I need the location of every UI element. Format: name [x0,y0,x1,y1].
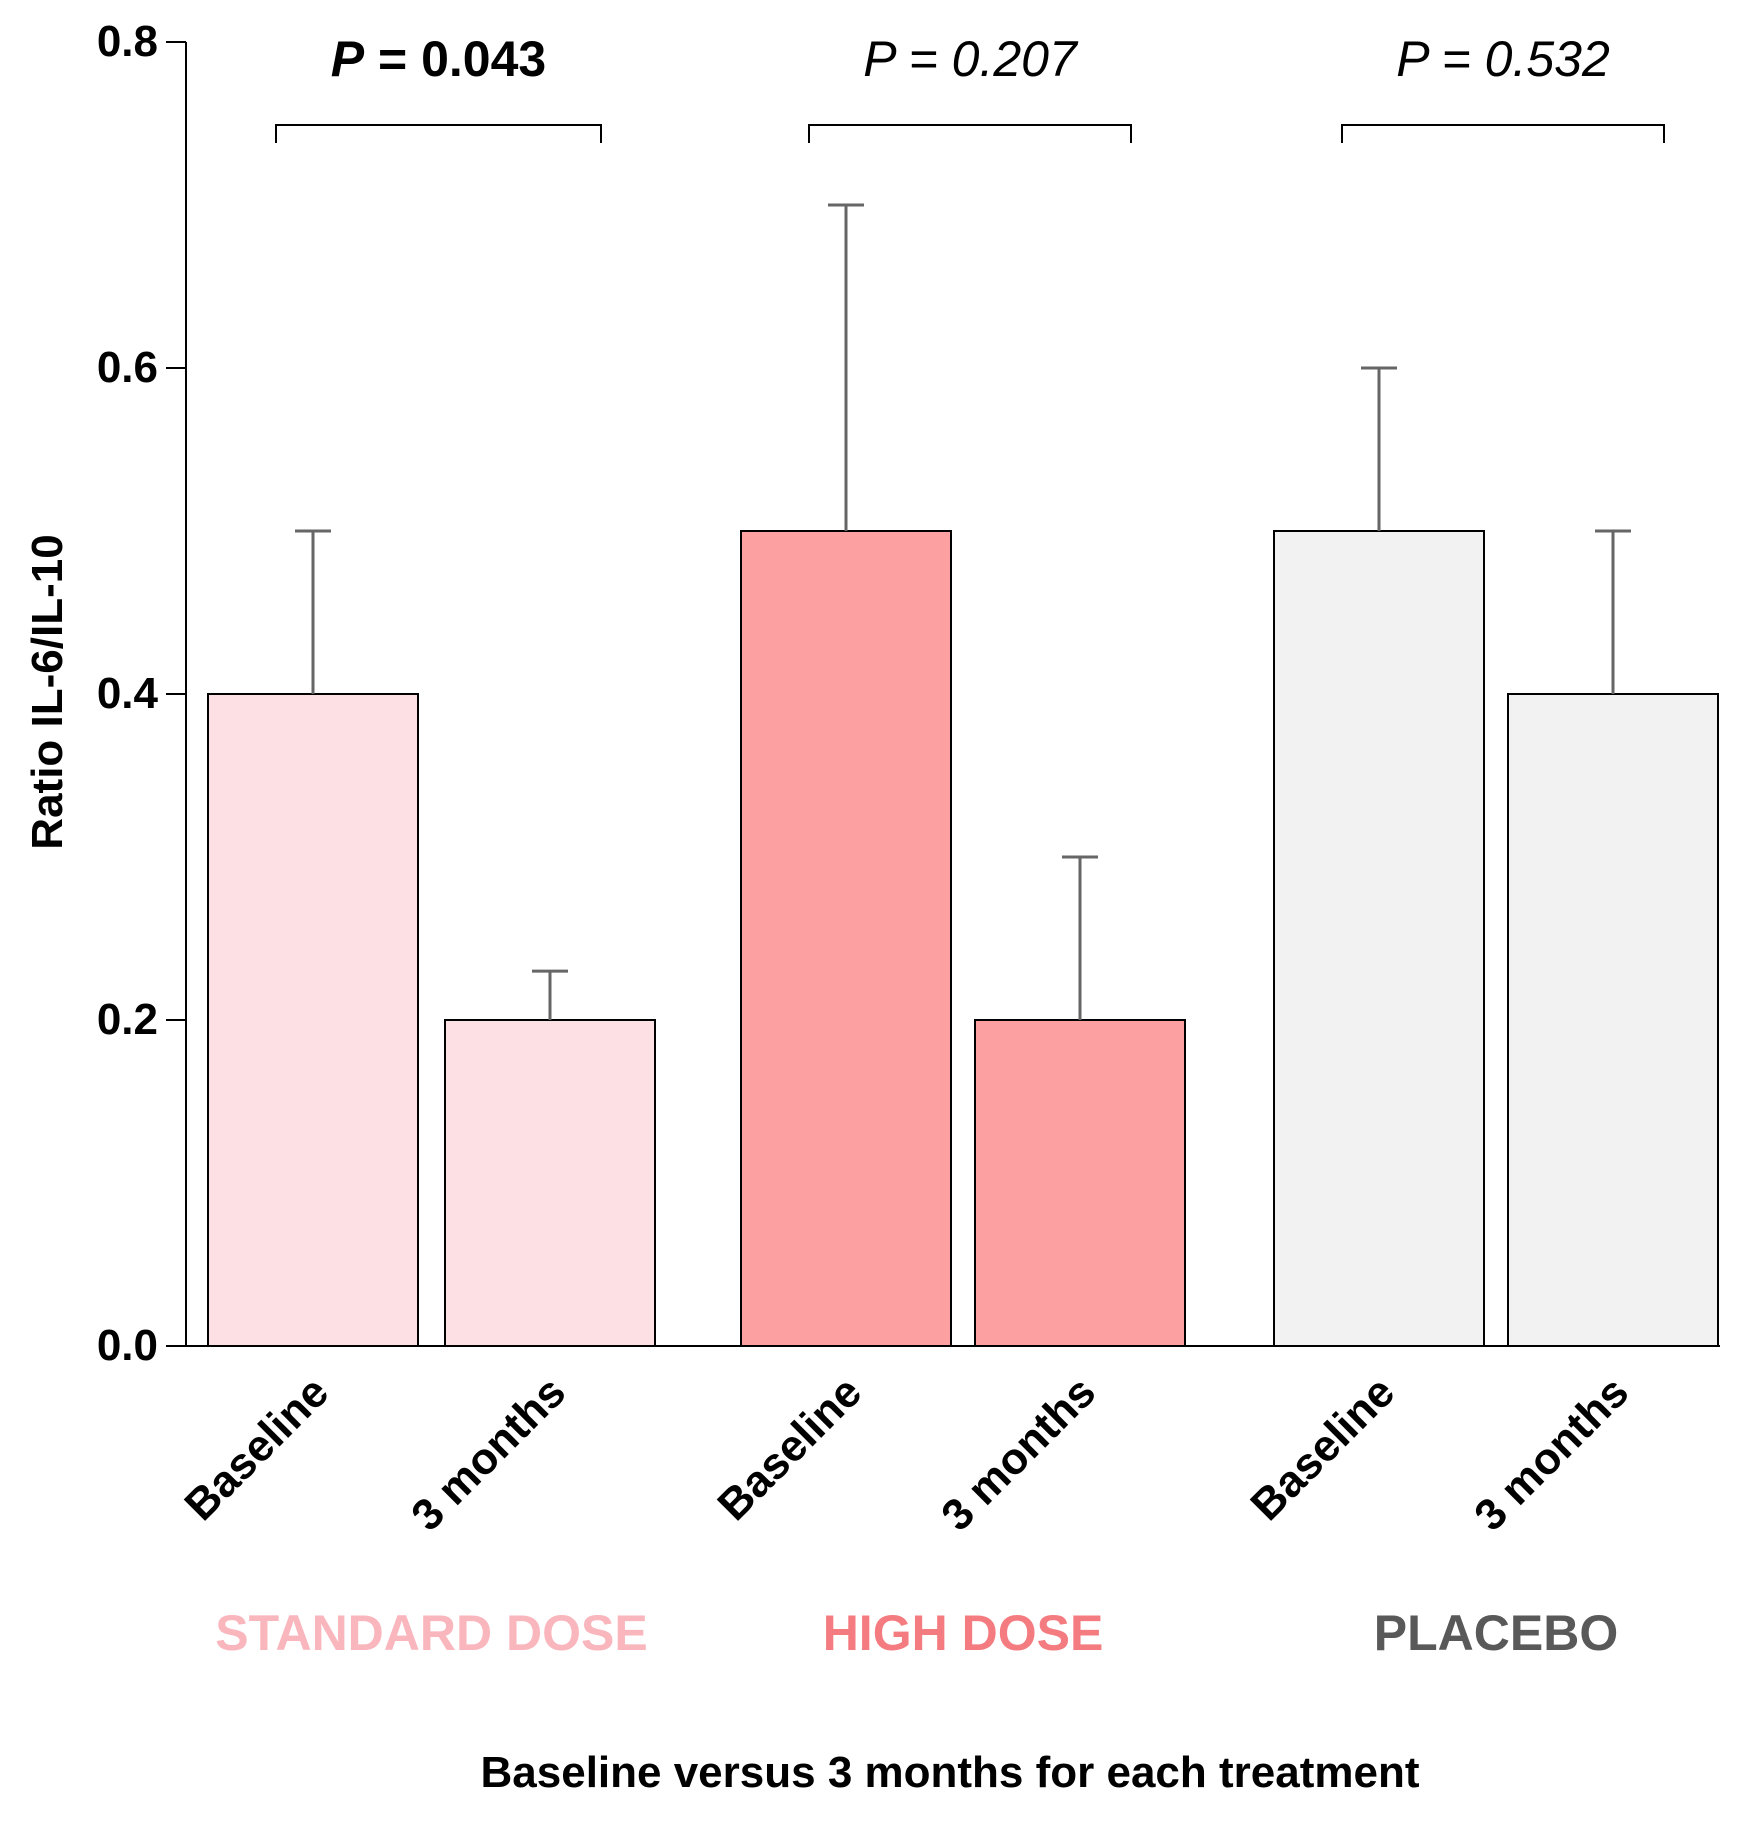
bar [740,530,952,1347]
significance-bracket [275,124,602,143]
p-value-label: P = 0.043 [331,31,546,87]
group-label: STANDARD DOSE [215,1605,647,1661]
y-axis-title: Ratio IL-6/IL-10 [23,534,72,849]
y-tick-label: 0.0 [97,1321,158,1370]
p-value-annotations: P = 0.043 P = 0.207 P = 0.532 [275,31,1665,143]
category-label: 3 months [1465,1367,1638,1540]
group-labels: STANDARD DOSE HIGH DOSE PLACEBO [215,1605,1618,1661]
y-tick-label: 0.4 [97,669,159,718]
bar [207,693,419,1347]
category-label: Baseline [708,1367,871,1530]
y-tick-label: 0.6 [97,343,158,392]
significance-bracket [808,124,1132,143]
bars [207,203,1719,1347]
bar [1507,693,1719,1347]
y-axis: 0.0 0.2 0.4 0.6 0.8 [97,17,1720,1370]
group-label: HIGH DOSE [823,1605,1104,1661]
significance-bracket [1341,124,1665,143]
group-label: PLACEBO [1374,1605,1618,1661]
bar [974,1019,1186,1347]
category-label: Baseline [175,1367,338,1530]
category-label: 3 months [932,1367,1105,1540]
category-label: Baseline [1241,1367,1404,1530]
bar [444,1019,656,1347]
y-tick-label: 0.2 [97,995,158,1044]
p-value-label: P = 0.207 [863,31,1079,87]
x-axis-title: Baseline versus 3 months for each treatm… [481,1748,1420,1797]
category-labels: Baseline 3 months Baseline 3 months Baseline… [175,1367,1638,1540]
category-label: 3 months [402,1367,575,1540]
p-value-label: P = 0.532 [1396,31,1610,87]
y-tick-label: 0.8 [97,17,158,66]
bar [1273,530,1485,1347]
